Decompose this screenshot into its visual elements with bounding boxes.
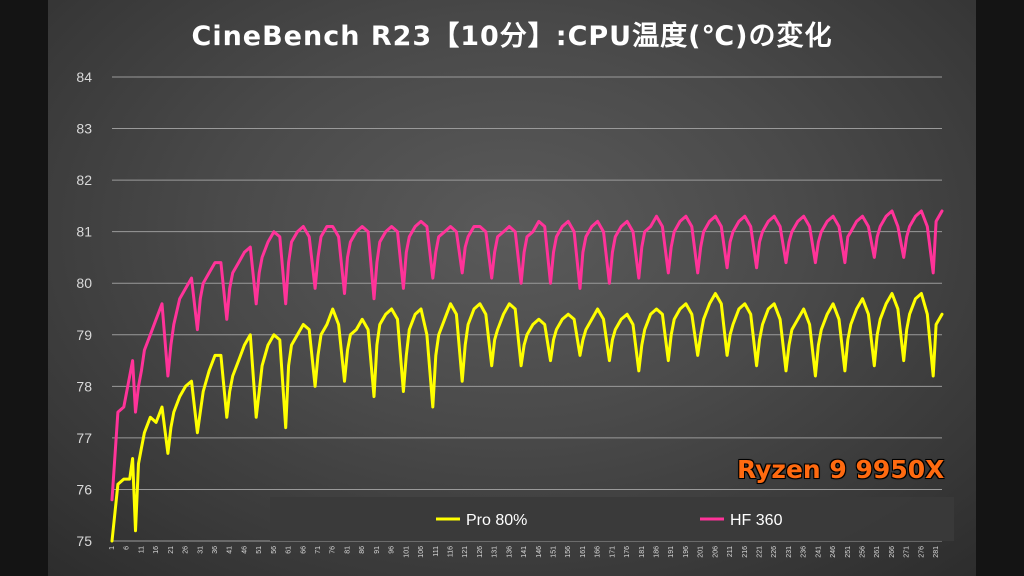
y-tick-label: 77 [76, 430, 92, 446]
x-tick-label: 166 [595, 546, 602, 558]
x-tick-label: 51 [256, 546, 263, 554]
x-tick-label: 71 [315, 546, 322, 554]
x-tick-label: 76 [330, 546, 337, 554]
x-tick-label: 81 [344, 546, 351, 554]
x-tick-label: 26 [183, 546, 190, 554]
y-tick-label: 75 [76, 533, 92, 549]
x-tick-label: 206 [712, 546, 719, 558]
left-border [0, 0, 48, 576]
y-tick-label: 82 [76, 172, 92, 188]
y-tick-label: 81 [76, 224, 92, 240]
x-tick-label: 66 [300, 546, 307, 554]
x-tick-label: 256 [860, 546, 867, 558]
x-tick-label: 111 [433, 546, 440, 557]
x-tick-label: 36 [212, 546, 219, 554]
x-tick-label: 116 [447, 546, 454, 557]
legend-label: HF 360 [730, 512, 783, 529]
x-tick-label: 56 [271, 546, 278, 554]
x-tick-label: 216 [742, 546, 749, 558]
y-tick-label: 78 [76, 378, 92, 394]
x-tick-label: 241 [815, 546, 822, 558]
x-tick-label: 211 [727, 546, 734, 557]
x-tick-label: 1 [109, 546, 116, 550]
x-tick-label: 186 [654, 546, 661, 558]
x-tick-label: 181 [639, 546, 646, 558]
x-tick-label: 86 [359, 546, 366, 554]
legend-box [270, 497, 954, 541]
x-tick-label: 136 [506, 546, 513, 558]
y-tick-label: 79 [76, 327, 92, 343]
x-tick-label: 11 [138, 546, 145, 553]
y-tick-label: 84 [76, 69, 92, 85]
x-tick-label: 171 [609, 546, 616, 558]
y-tick-label: 76 [76, 481, 92, 497]
x-tick-label: 276 [918, 546, 925, 558]
x-tick-label: 231 [786, 546, 793, 558]
x-tick-label: 271 [904, 546, 911, 558]
x-tick-label: 251 [845, 546, 852, 558]
x-tick-label: 41 [227, 546, 234, 554]
right-border [976, 0, 1024, 576]
legend: Pro 80% HF 360 [270, 497, 954, 541]
x-tick-label: 281 [933, 546, 940, 558]
y-tick-label: 80 [76, 275, 92, 291]
series-line-pro-80 [110, 292, 944, 543]
x-tick-label: 91 [374, 546, 381, 554]
x-tick-label: 201 [698, 546, 705, 558]
x-tick-label: 156 [565, 546, 572, 558]
x-tick-label: 21 [168, 546, 175, 554]
x-tick-label: 261 [874, 546, 881, 558]
y-axis: 75 76 77 78 79 80 81 82 83 84 [76, 69, 92, 549]
x-tick-label: 31 [197, 546, 204, 554]
x-tick-label: 146 [536, 546, 543, 558]
x-tick-label: 266 [889, 546, 896, 558]
x-tick-label: 101 [403, 546, 410, 558]
x-tick-label: 46 [241, 546, 248, 554]
x-tick-label: 221 [757, 546, 764, 558]
x-tick-label: 236 [801, 546, 808, 558]
x-tick-label: 246 [830, 546, 837, 558]
cpu-model-annotation: Ryzen 9 9950X [737, 455, 945, 484]
x-tick-label: 141 [521, 546, 528, 558]
x-tick-label: 131 [492, 546, 499, 558]
x-tick-label: 191 [668, 546, 675, 558]
x-tick-label: 6 [124, 546, 131, 550]
series-lines [110, 209, 944, 543]
y-tick-label: 83 [76, 121, 92, 137]
x-tick-label: 151 [550, 546, 557, 558]
chart-title: CineBench R23【10分】:CPU温度(℃)の変化 [191, 21, 833, 52]
x-axis: 1 6 11 16 21 26 31 36 41 46 51 56 61 66 71 76 81 86 91 96 10… [109, 546, 940, 558]
x-tick-label: 121 [462, 546, 469, 558]
legend-label: Pro 80% [466, 512, 527, 529]
x-tick-label: 161 [580, 546, 587, 558]
x-tick-label: 126 [477, 546, 484, 558]
x-tick-label: 176 [624, 546, 631, 558]
x-tick-label: 106 [418, 546, 425, 558]
x-tick-label: 196 [683, 546, 690, 558]
x-tick-label: 96 [389, 546, 396, 554]
x-tick-label: 16 [153, 546, 160, 554]
series-line-hf-360 [110, 209, 944, 502]
x-tick-label: 61 [286, 546, 293, 554]
x-tick-label: 226 [771, 546, 778, 558]
